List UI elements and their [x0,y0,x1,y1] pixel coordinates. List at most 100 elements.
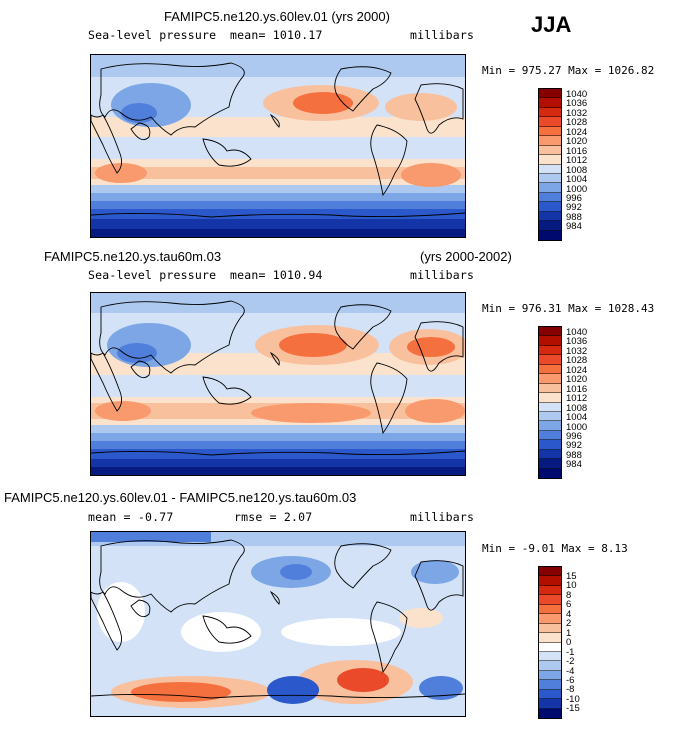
panel3-southern-negative-core [267,676,319,704]
panel3-colorbar-swatch [539,604,561,615]
panel1-coastlines [91,62,465,218]
panel3-colorbar-tick: 15 [566,571,577,582]
panel2-colorbar-labels: 1040 1036 1032 1028 1024 1020 1016 1012 … [566,328,587,470]
panel3-colorbar-swatch [539,642,561,652]
panel1-map [90,54,466,238]
panel3-map [90,531,466,717]
panel2-band-1000 [91,433,465,441]
panel1-colorbar-tick: 1008 [566,164,588,176]
panel1-colorbar-swatch [539,136,561,146]
panel3-colorbar-swatch [539,680,561,690]
panel3-arctic-negative [91,532,211,542]
panel1-indian-ocean-high [95,163,147,183]
panel3-colorbar-swatch [539,699,561,709]
panel2-colorbar-swatch [539,411,561,422]
panel2-colorbar-tick: 1036 [566,336,588,348]
panel2-arctic-band [91,293,465,313]
panel3-colorbar-tick: 6 [566,599,572,611]
panel3-colorbar-swatch [539,576,561,586]
panel3-neutral-region-west [97,582,145,642]
panel3-southern-negative-east [419,676,463,700]
panel1-colorbar-swatch [539,164,561,174]
panel1-colorbar-tick: 1000 [566,183,588,195]
panel1-colorbar-tick: 1012 [566,155,588,167]
panel2-variable-label: Sea-level pressure [88,268,217,282]
season-label: JJA [531,12,572,37]
panel3-title: FAMIPC5.ne120.ys.60lev.01 - FAMIPC5.ne12… [4,490,357,505]
panel2-colorbar-swatch [539,345,561,356]
panel1-colorbar [538,88,562,241]
panel2-colorbar-swatch [539,336,561,346]
panel2-map [90,292,466,476]
panel2-tropic-band [91,375,465,397]
panel1-band-1000 [91,193,465,201]
panel1-band-996 [91,201,465,209]
panel3-rmse-label: rmse = 2.07 [234,510,313,524]
panel2-map-plot [91,293,465,475]
panel2-indian-ocean-high [95,401,151,421]
panel3-colorbar-swatch [539,585,561,596]
panel2-colorbar-tick: 1004 [566,412,588,424]
panel1-arctic-band [91,55,465,77]
panel3-coastlines [91,539,465,699]
panel3-north-pacific-negative-core [280,564,312,580]
panel3-colorbar-tick: 2 [566,618,572,630]
panel1-colorbar-swatch [539,202,561,212]
panel1-south-atlantic-high [401,163,461,187]
panel3-colorbar-tick: -1 [566,646,575,658]
panel2-minmax-label: Min = 976.31 Max = 1028.43 [482,302,655,315]
panel2-colorbar [538,326,562,479]
panel3-colorbar-swatch [539,595,561,605]
panel1-colorbar-tick: 1016 [566,145,588,157]
panel2-colorbar-swatch [539,402,561,412]
panel2-colorbar-tick: 996 [566,430,582,442]
panel1-variable-label: Sea-level pressure [88,28,217,42]
panel3-colorbar-tick: -4 [566,665,575,677]
panel3-colorbar-tick: -2 [566,656,575,668]
panel3-colorbar-tick: -8 [566,684,575,696]
panel1-tropic-band [91,137,465,159]
panel3-mean-label: mean = -0.77 [88,510,174,524]
panel2-colorbar-swatch [539,355,561,365]
panel2-south-pacific-high [251,403,371,423]
panel2-coastlines [91,300,465,456]
panel1-high-belt-south [91,167,465,179]
panel1-mean-label: mean= 1010.17 [230,28,323,42]
panel3-south-pacific-positive-core [337,668,389,692]
panel1-units-label: millibars [410,28,475,42]
panel1-minmax-label: Min = 975.27 Max = 1026.82 [482,64,655,77]
panel2-colorbar-swatch [539,430,561,441]
panel1-colorbar-swatch [539,192,561,203]
panel2-band-984 [91,467,465,475]
panel1-colorbar-swatch [539,98,561,108]
panel1-band-984 [91,229,465,237]
panel3-colorbar-swatch [539,708,561,718]
panel3-units-label: millibars [410,510,475,524]
panel3-colorbar-swatch [539,567,561,577]
panel2-colorbar-swatch [539,449,561,460]
panel3-neutral-region-indian [181,612,261,652]
panel1-colorbar-swatch [539,173,561,184]
panel3-map-plot [91,532,465,716]
panel1-north-pacific-high-core [293,92,353,114]
panel1-colorbar-swatch [539,183,561,193]
panel2-colorbar-tick: 984 [566,459,582,471]
panel1-subtropic-band-north [91,117,465,137]
panel3-colorbar-tick: -6 [566,674,575,686]
panel1-colorbar-swatch [539,155,561,165]
panel2-colorbar-tick: 1016 [566,383,588,395]
panel3-colorbar-swatch [539,689,561,700]
panel3-colorbar-swatch [539,633,561,643]
panel1-colorbar-swatch [539,230,561,240]
panel3-colorbar-tick: 10 [566,580,577,592]
panel2-band-1008 [91,425,465,433]
panel2-units-label: millibars [410,268,475,282]
panel3-colorbar-swatch [539,623,561,634]
panel1-colorbar-tick: 1032 [566,107,588,119]
panel2-north-pacific-high-core [279,333,347,357]
panel1-colorbar-swatch [539,107,561,118]
panel2-colorbar-tick: 988 [566,449,582,461]
panel3-colorbar-tick: -10 [566,693,580,705]
panel3-colorbar-tick: 4 [566,608,572,620]
panel1-band-1008 [91,185,465,193]
